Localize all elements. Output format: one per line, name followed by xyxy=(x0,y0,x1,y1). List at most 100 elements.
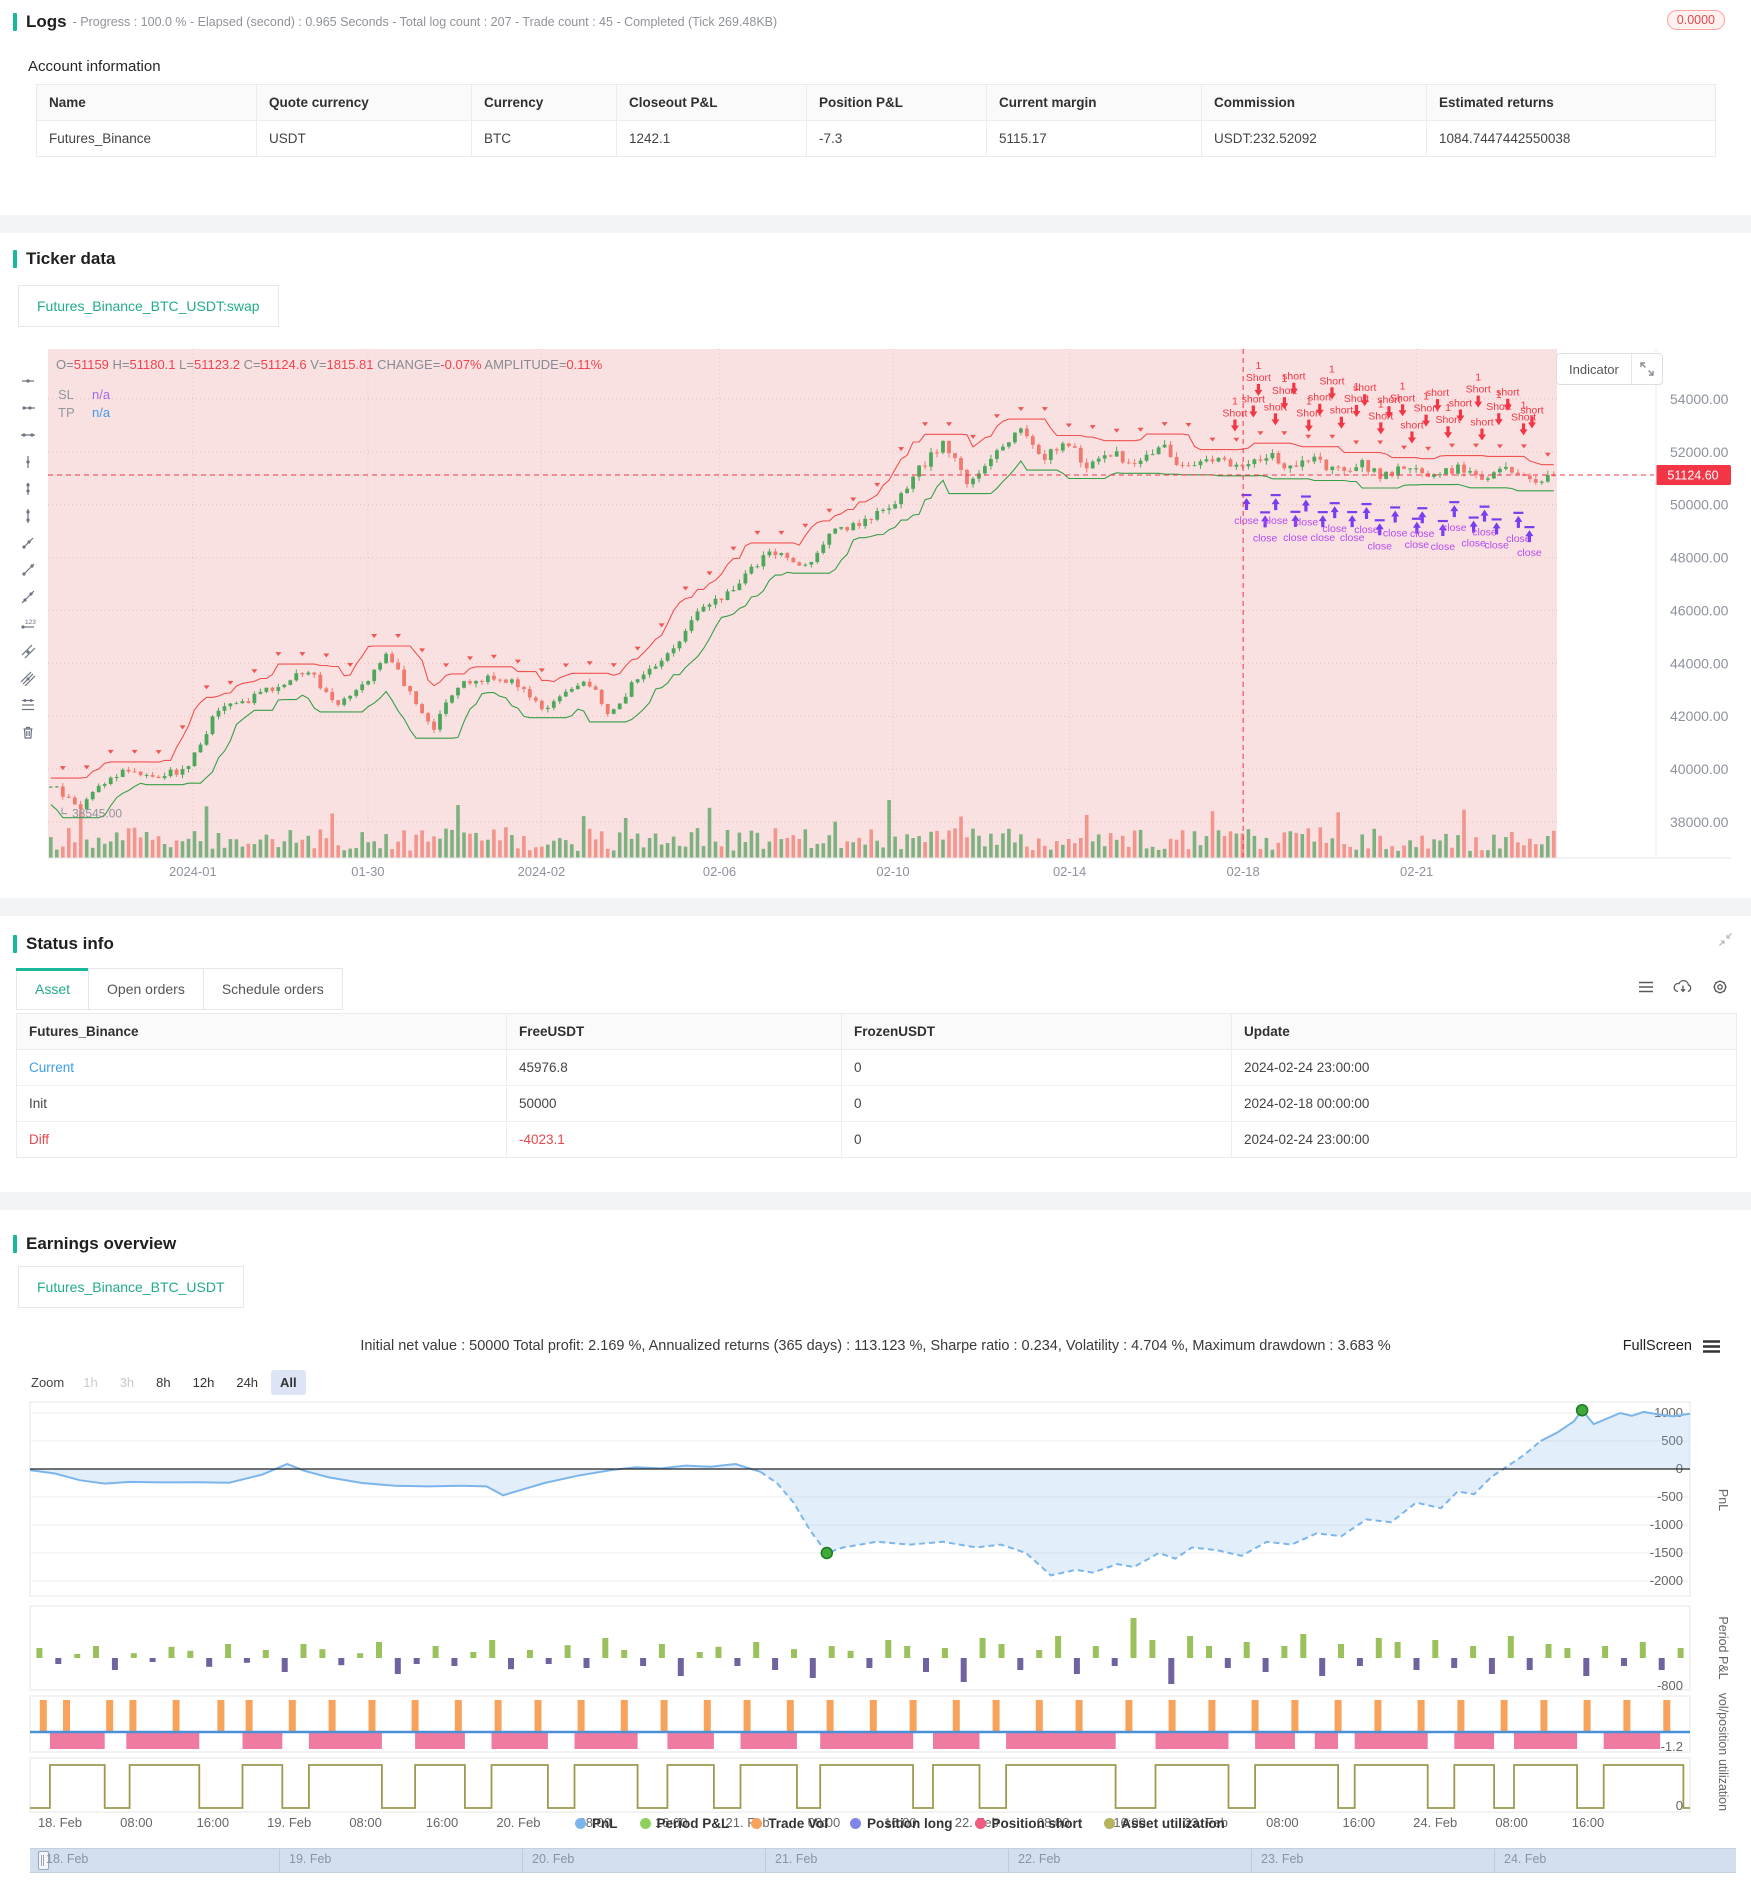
svg-text:08:00: 08:00 xyxy=(1266,1815,1299,1830)
svg-text:1: 1 xyxy=(1496,389,1502,401)
table-cell: Futures_Binance xyxy=(17,1014,507,1049)
horizontal-line-icon[interactable] xyxy=(20,427,36,443)
svg-text:50000.00: 50000.00 xyxy=(1670,497,1729,513)
zoom-button-1h[interactable]: 1h xyxy=(83,1375,98,1390)
zoom-button-12h[interactable]: 12h xyxy=(192,1375,215,1390)
row-label: Init xyxy=(17,1086,507,1121)
tab-open-orders[interactable]: Open orders xyxy=(88,968,204,1010)
svg-text:-1000: -1000 xyxy=(1650,1517,1683,1532)
svg-text:01-30: 01-30 xyxy=(351,864,384,879)
legend-item[interactable]: Position long xyxy=(850,1816,953,1831)
indicator-button[interactable]: Indicator xyxy=(1556,353,1663,385)
svg-text:O=51159 H=51180.1 L=51123.2 C=: O=51159 H=51180.1 L=51123.2 C=51124.6 V=… xyxy=(56,357,603,372)
legend-item[interactable]: PnL xyxy=(575,1816,618,1831)
gear-icon[interactable] xyxy=(1711,978,1729,996)
row-label[interactable]: Current xyxy=(17,1050,507,1085)
table-header-row: Name Quote currency Currency Closeout P&L Po… xyxy=(37,85,1715,121)
row-label: Diff xyxy=(17,1122,507,1157)
svg-text:42000.00: 42000.00 xyxy=(1670,708,1729,724)
svg-text:24. Feb: 24. Feb xyxy=(1413,1815,1457,1830)
svg-text:123: 123 xyxy=(25,619,36,626)
horizontal-segment-icon[interactable] xyxy=(20,373,36,389)
tab-ticker-symbol[interactable]: Futures_Binance_BTC_USDT:swap xyxy=(18,285,279,327)
status-badge: 0.0000 xyxy=(1666,10,1725,30)
svg-text:19. Feb: 19. Feb xyxy=(267,1815,311,1830)
legend-item[interactable]: Position short xyxy=(974,1816,1082,1831)
trend-line-icon[interactable] xyxy=(20,589,36,605)
parallel-segment-icon[interactable] xyxy=(20,643,36,659)
zoom-button-24h[interactable]: 24h xyxy=(236,1375,259,1390)
tab-earnings-symbol[interactable]: Futures_Binance_BTC_USDT xyxy=(18,1266,244,1308)
zoom-controls: Zoom 1h 3h 8h 12h 24h All xyxy=(31,1370,310,1395)
ticker-header: Ticker data xyxy=(13,249,115,269)
earnings-chart[interactable]: 10005000-500-1000-1500-2000-800-1.2018. … xyxy=(15,1400,1736,1830)
zoom-button-3h[interactable]: 3h xyxy=(119,1375,135,1390)
trend-ray-icon[interactable] xyxy=(20,562,36,578)
price-line-icon[interactable]: 123 xyxy=(20,616,36,632)
svg-text:vol/position: vol/position xyxy=(1716,1693,1730,1756)
vertical-ray-icon[interactable] xyxy=(20,481,36,497)
svg-text:20. Feb: 20. Feb xyxy=(496,1815,540,1830)
delete-icon[interactable] xyxy=(20,724,36,740)
account-info-title: Account information xyxy=(28,58,161,75)
legend-label: Period P&L xyxy=(656,1816,730,1831)
svg-text:close: close xyxy=(1405,539,1430,551)
svg-text:close: close xyxy=(1263,515,1288,527)
chart-menu-icon[interactable] xyxy=(1702,1339,1721,1354)
table-cell: 0 xyxy=(842,1122,1232,1157)
svg-text:51124.60: 51124.60 xyxy=(1667,469,1718,483)
cloud-download-icon[interactable] xyxy=(1673,978,1693,996)
legend-dot xyxy=(1104,1818,1116,1829)
table-cell: USDT xyxy=(257,121,472,156)
navigator-handle[interactable] xyxy=(38,1851,49,1870)
trend-segment-icon[interactable] xyxy=(20,535,36,551)
svg-text:1: 1 xyxy=(1423,391,1429,403)
expand-icon[interactable] xyxy=(1632,354,1662,384)
vertical-segment-icon[interactable] xyxy=(20,454,36,470)
fullscreen-control[interactable]: FullScreen xyxy=(1623,1338,1721,1354)
chart-navigator[interactable]: 18. Feb 19. Feb 20. Feb 21. Feb 22. Feb 23. F… xyxy=(30,1848,1736,1873)
svg-text:500: 500 xyxy=(1661,1433,1683,1448)
status-table: Futures_Binance FreeUSDT FrozenUSDT Update C… xyxy=(16,1013,1737,1158)
table-cell: 2024-02-18 00:00:00 xyxy=(1244,1096,1370,1111)
svg-text:44000.00: 44000.00 xyxy=(1670,655,1729,671)
menu-icon[interactable] xyxy=(1637,978,1655,996)
legend-item[interactable]: Asset utilization xyxy=(1104,1816,1225,1831)
zoom-button-all[interactable]: All xyxy=(271,1370,306,1395)
svg-text:Period P&L: Period P&L xyxy=(1716,1616,1730,1679)
table-cell: Futures_Binance xyxy=(37,121,257,156)
legend-item[interactable]: Period P&L xyxy=(639,1816,730,1831)
svg-text:16:00: 16:00 xyxy=(1113,1815,1146,1830)
fullscreen-label[interactable]: FullScreen xyxy=(1622,1338,1692,1354)
parallel-channel-icon[interactable] xyxy=(20,670,36,686)
indicator-button-label[interactable]: Indicator xyxy=(1557,354,1632,384)
table-cell: Current margin xyxy=(987,85,1202,120)
legend-item[interactable]: Trade Vol xyxy=(751,1816,828,1831)
table-cell: 50000 xyxy=(507,1086,842,1121)
navigator-label: 23. Feb xyxy=(1261,1852,1304,1866)
svg-text:Short: Short xyxy=(1222,407,1247,419)
tab-asset[interactable]: Asset xyxy=(16,968,90,1010)
svg-text:close: close xyxy=(1234,515,1259,527)
ticker-tabstrip: Futures_Binance_BTC_USDT:swap xyxy=(18,285,279,327)
tab-schedule-orders[interactable]: Schedule orders xyxy=(202,968,343,1010)
navigator-separator xyxy=(522,1849,523,1872)
vertical-line-icon[interactable] xyxy=(20,508,36,524)
legend-dot xyxy=(639,1818,651,1829)
table-cell: Position P&L xyxy=(807,85,987,120)
divider xyxy=(0,215,1751,233)
svg-text:PnL: PnL xyxy=(1716,1489,1730,1511)
table-cell: 0 xyxy=(842,1050,1232,1085)
fibonacci-icon[interactable] xyxy=(20,697,36,713)
svg-text:close: close xyxy=(1354,524,1379,536)
table-cell: 1242.1 xyxy=(617,121,807,156)
svg-text:short: short xyxy=(1449,397,1472,409)
svg-text:1: 1 xyxy=(1306,396,1312,408)
zoom-button-8h[interactable]: 8h xyxy=(156,1375,171,1390)
collapse-icon[interactable] xyxy=(1718,932,1733,952)
svg-text:close: close xyxy=(1517,547,1542,559)
earnings-stats: Initial net value : 50000 Total profit: … xyxy=(360,1338,1391,1354)
horizontal-ray-icon[interactable] xyxy=(20,400,36,416)
svg-text:close: close xyxy=(1311,532,1336,544)
